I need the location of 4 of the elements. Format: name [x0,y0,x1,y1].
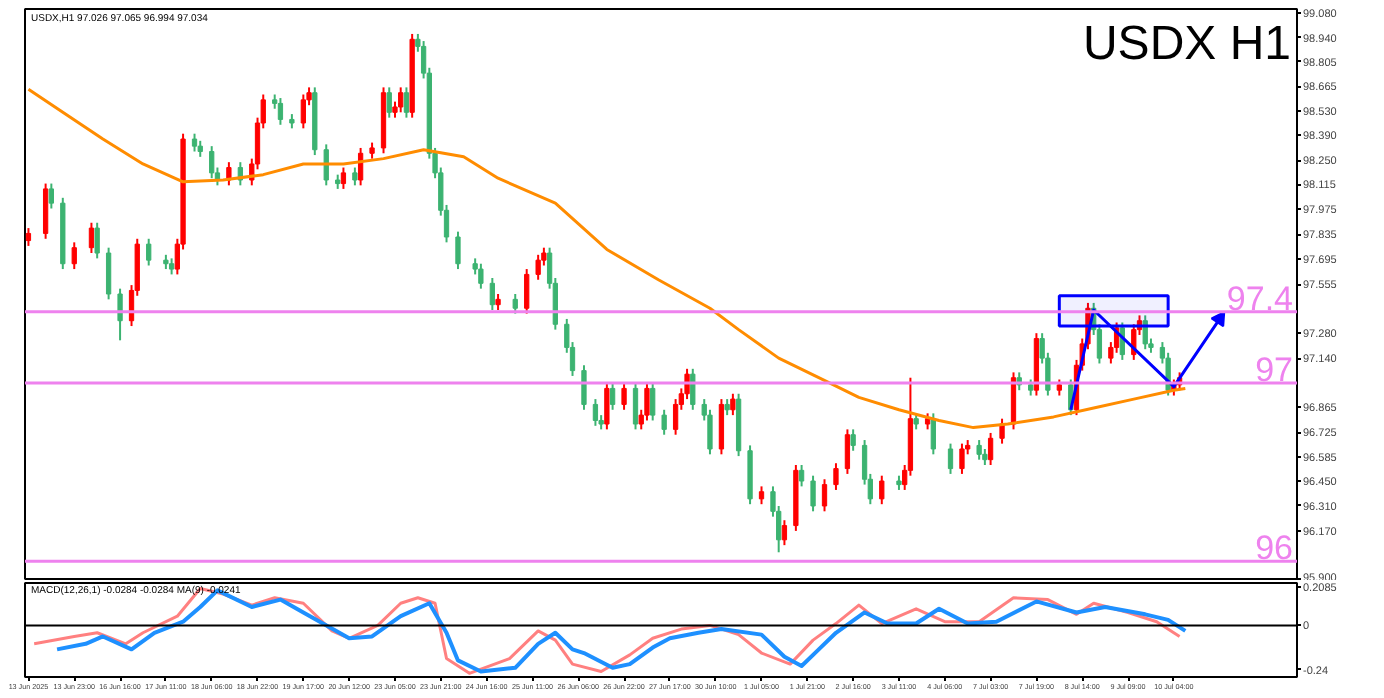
ref-line-label: 97.4 [1226,279,1294,318]
ref-line-label: 96 [1255,529,1294,568]
ref-line-label: 97 [1255,351,1294,390]
chart-title: USDX H1 [1082,17,1292,71]
